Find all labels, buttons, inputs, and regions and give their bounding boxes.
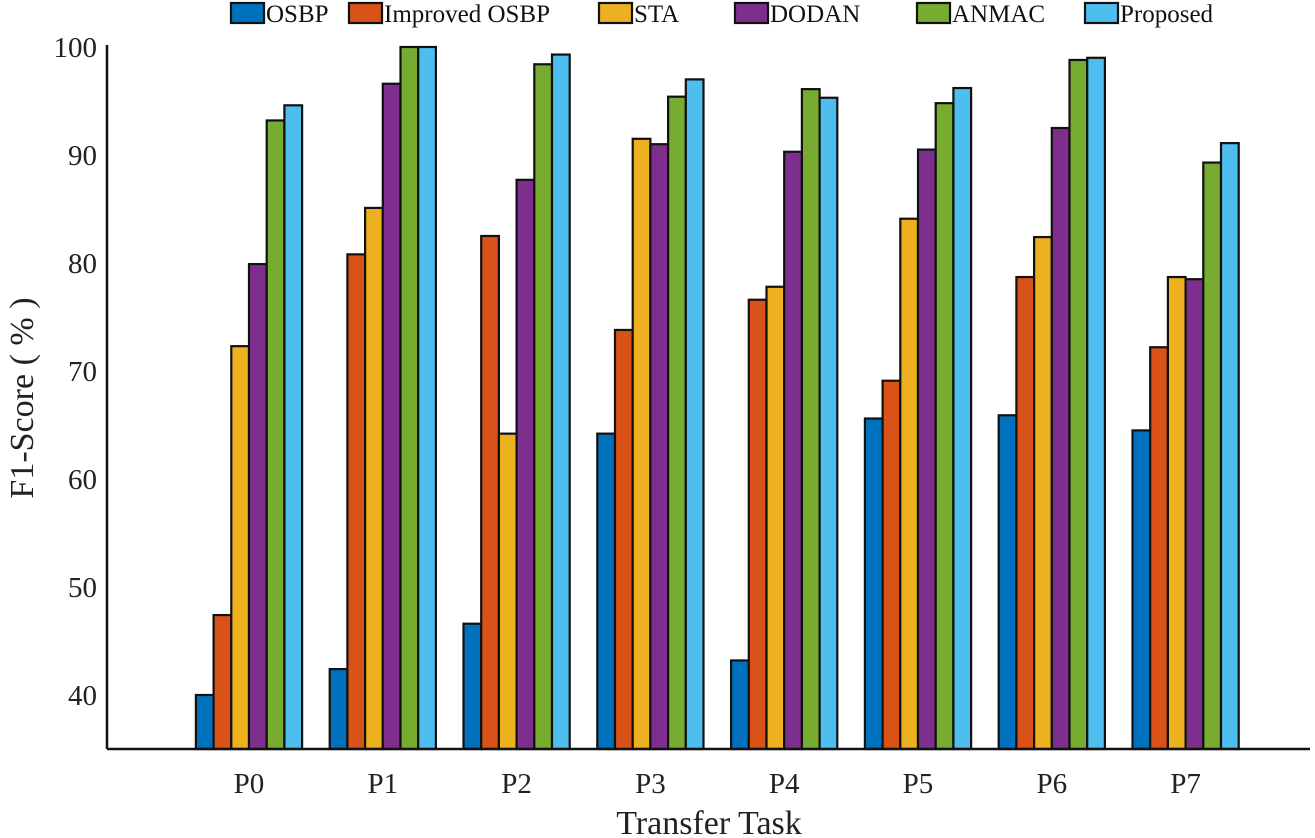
x-tick-label: P0 bbox=[234, 768, 265, 800]
bar-proposed-p3 bbox=[684, 78, 705, 751]
bar-improved-osbp-p1 bbox=[346, 253, 367, 751]
legend-swatch-improved-osbp bbox=[347, 1, 384, 25]
legend-swatch-sta bbox=[597, 1, 634, 25]
x-tick-label: P4 bbox=[769, 768, 800, 800]
bar-dodan-p4 bbox=[783, 150, 804, 751]
bar-osbp-p2 bbox=[462, 622, 483, 751]
y-tick-label: 90 bbox=[68, 140, 97, 172]
legend-label: Proposed bbox=[1120, 1, 1214, 28]
bar-osbp-p3 bbox=[596, 432, 617, 751]
bars-group bbox=[194, 45, 1240, 751]
legend-swatch-osbp bbox=[229, 1, 266, 25]
legend-label: ANMAC bbox=[952, 1, 1045, 28]
bar-improved-osbp-p0 bbox=[212, 613, 233, 751]
bar-osbp-p6 bbox=[997, 414, 1018, 751]
bar-sta-p3 bbox=[631, 137, 652, 751]
y-tick-label: 70 bbox=[68, 356, 97, 388]
x-tick-label: P5 bbox=[903, 768, 934, 800]
bar-sta-p1 bbox=[364, 206, 384, 751]
bar-anmac-p1 bbox=[399, 45, 420, 751]
x-tick-label: P3 bbox=[635, 768, 666, 800]
x-axis-ticks: P0 P1 P2 P3 P4 P5 P6 P7 bbox=[234, 768, 1201, 800]
bar-improved-osbp-p7 bbox=[1149, 346, 1169, 751]
bar-improved-osbp-p4 bbox=[747, 298, 768, 751]
x-tick-label: P7 bbox=[1170, 768, 1201, 800]
bar-sta-p4 bbox=[765, 285, 786, 751]
bar-dodan-p1 bbox=[381, 82, 402, 751]
bar-sta-p7 bbox=[1166, 275, 1187, 751]
legend-label: Improved OSBP bbox=[384, 1, 550, 28]
y-tick-label: 50 bbox=[68, 572, 97, 604]
bar-osbp-p5 bbox=[863, 417, 884, 751]
bar-dodan-p6 bbox=[1050, 126, 1071, 751]
legend-swatch-anmac bbox=[915, 1, 952, 25]
legend-label: STA bbox=[634, 1, 679, 28]
bar-dodan-p2 bbox=[515, 178, 536, 751]
bar-sta-p0 bbox=[230, 345, 251, 751]
legend-label: OSBP bbox=[266, 1, 329, 28]
bar-proposed-p7 bbox=[1219, 142, 1240, 751]
bar-anmac-p3 bbox=[666, 95, 687, 751]
legend-swatch-proposed bbox=[1083, 1, 1120, 25]
y-axis-title: F1-Score ( % ) bbox=[4, 297, 41, 498]
legend-swatch-dodan bbox=[733, 1, 770, 25]
bar-sta-p6 bbox=[1032, 235, 1053, 751]
bar-improved-osbp-p6 bbox=[1015, 275, 1036, 751]
bar-improved-osbp-p2 bbox=[480, 234, 501, 751]
bar-osbp-p4 bbox=[729, 659, 750, 751]
x-axis-title: Transfer Task bbox=[616, 805, 802, 838]
x-tick-label: P6 bbox=[1036, 768, 1067, 800]
y-axis-ticks: 40 50 60 70 80 90 100 bbox=[54, 32, 98, 712]
x-tick-label: P2 bbox=[501, 768, 532, 800]
y-tick-label: 80 bbox=[68, 248, 97, 280]
bar-proposed-p5 bbox=[952, 86, 973, 751]
legend-label: DODAN bbox=[770, 1, 860, 28]
bar-proposed-p0 bbox=[283, 104, 304, 751]
x-tick-label: P1 bbox=[367, 768, 398, 800]
bar-dodan-p7 bbox=[1184, 278, 1205, 751]
bar-anmac-p4 bbox=[800, 88, 821, 751]
bar-osbp-p0 bbox=[194, 693, 215, 751]
bar-dodan-p0 bbox=[247, 262, 268, 751]
bar-dodan-p3 bbox=[649, 143, 670, 751]
bar-proposed-p1 bbox=[417, 45, 438, 751]
bar-osbp-p7 bbox=[1131, 429, 1152, 751]
bar-improved-osbp-p3 bbox=[613, 328, 634, 751]
bar-anmac-p7 bbox=[1202, 161, 1223, 751]
y-tick-label: 100 bbox=[54, 32, 98, 64]
bar-proposed-p2 bbox=[550, 53, 571, 751]
legend: OSBP Improved OSBP STA DODAN ANMAC Proposed bbox=[229, 1, 1214, 28]
bar-osbp-p1 bbox=[328, 667, 349, 751]
bar-sta-p5 bbox=[899, 217, 920, 751]
bar-anmac-p0 bbox=[265, 119, 286, 751]
bar-anmac-p2 bbox=[533, 63, 554, 751]
y-tick-label: 40 bbox=[68, 680, 97, 712]
y-tick-label: 60 bbox=[68, 464, 97, 496]
bar-anmac-p6 bbox=[1068, 58, 1089, 751]
bar-sta-p2 bbox=[497, 432, 518, 751]
bar-improved-osbp-p5 bbox=[881, 379, 902, 751]
bar-proposed-p6 bbox=[1086, 56, 1106, 751]
bar-proposed-p4 bbox=[818, 96, 839, 751]
bar-anmac-p5 bbox=[934, 102, 955, 751]
bar-dodan-p5 bbox=[916, 148, 937, 751]
